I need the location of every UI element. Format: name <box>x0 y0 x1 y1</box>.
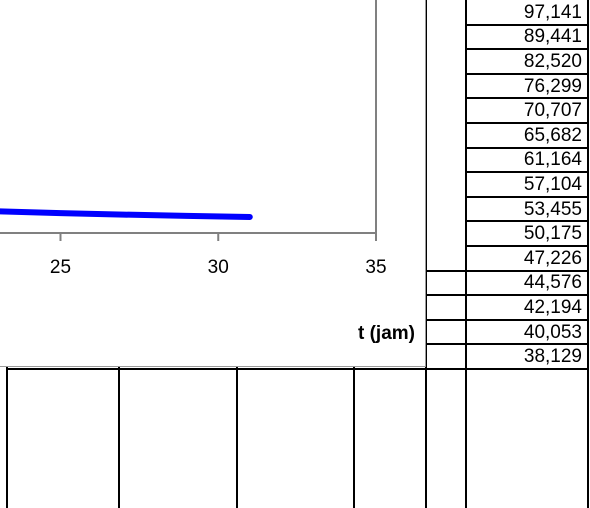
right-column-cell[interactable]: 76,299 <box>523 75 582 97</box>
series-line <box>0 208 253 220</box>
column-border <box>6 269 8 508</box>
right-column-cell[interactable]: 97,141 <box>523 1 582 23</box>
x-tick-label: 30 <box>208 257 229 278</box>
column-border <box>353 269 355 508</box>
row-border <box>465 48 587 51</box>
right-column-cell[interactable]: 89,441 <box>523 26 582 48</box>
right-column-cell[interactable]: 50,175 <box>523 223 582 245</box>
right-column-cell[interactable]: 65,682 <box>523 124 582 146</box>
row-border <box>465 343 587 346</box>
row-border <box>465 294 587 297</box>
right-column-cell[interactable]: 82,520 <box>523 50 582 72</box>
row-border <box>465 72 587 75</box>
right-column-cell[interactable]: 70,707 <box>523 100 582 122</box>
right-column-cell[interactable]: 47,226 <box>523 247 582 269</box>
x-ticks <box>59 233 377 241</box>
right-column-cell[interactable]: 53,455 <box>523 198 582 220</box>
row-border <box>465 220 587 223</box>
right-column-cell[interactable]: 40,053 <box>523 321 582 343</box>
column-border <box>587 0 589 508</box>
embedded-chart[interactable]: 25 30 35 t (jam) <box>0 0 426 367</box>
row-border <box>465 318 587 321</box>
row-border <box>465 368 587 370</box>
row-border <box>465 23 587 26</box>
right-column-cell[interactable]: 57,104 <box>523 173 582 195</box>
x-tick-label: 35 <box>365 257 386 278</box>
row-border <box>465 245 587 247</box>
chart-svg: 25 30 35 t (jam) <box>0 0 415 344</box>
right-column-cell[interactable]: 38,129 <box>523 346 582 368</box>
row-border <box>465 269 587 272</box>
column-border <box>118 269 120 508</box>
column-border <box>236 269 238 508</box>
row-border <box>465 146 587 149</box>
row-border <box>465 195 587 198</box>
column-border <box>425 0 427 508</box>
right-column-cell[interactable]: 44,576 <box>523 272 582 294</box>
x-tick-labels: 25 30 35 <box>50 257 387 278</box>
row-border <box>465 122 587 124</box>
row-border <box>6 368 465 370</box>
right-column-cell[interactable]: 61,164 <box>523 149 582 171</box>
x-axis-title: t (jam) <box>358 323 415 344</box>
column-border <box>465 0 467 508</box>
row-border <box>465 171 587 174</box>
row-border <box>465 97 587 100</box>
x-tick-label: 25 <box>50 257 71 278</box>
right-column-cell[interactable]: 42,194 <box>523 296 582 318</box>
